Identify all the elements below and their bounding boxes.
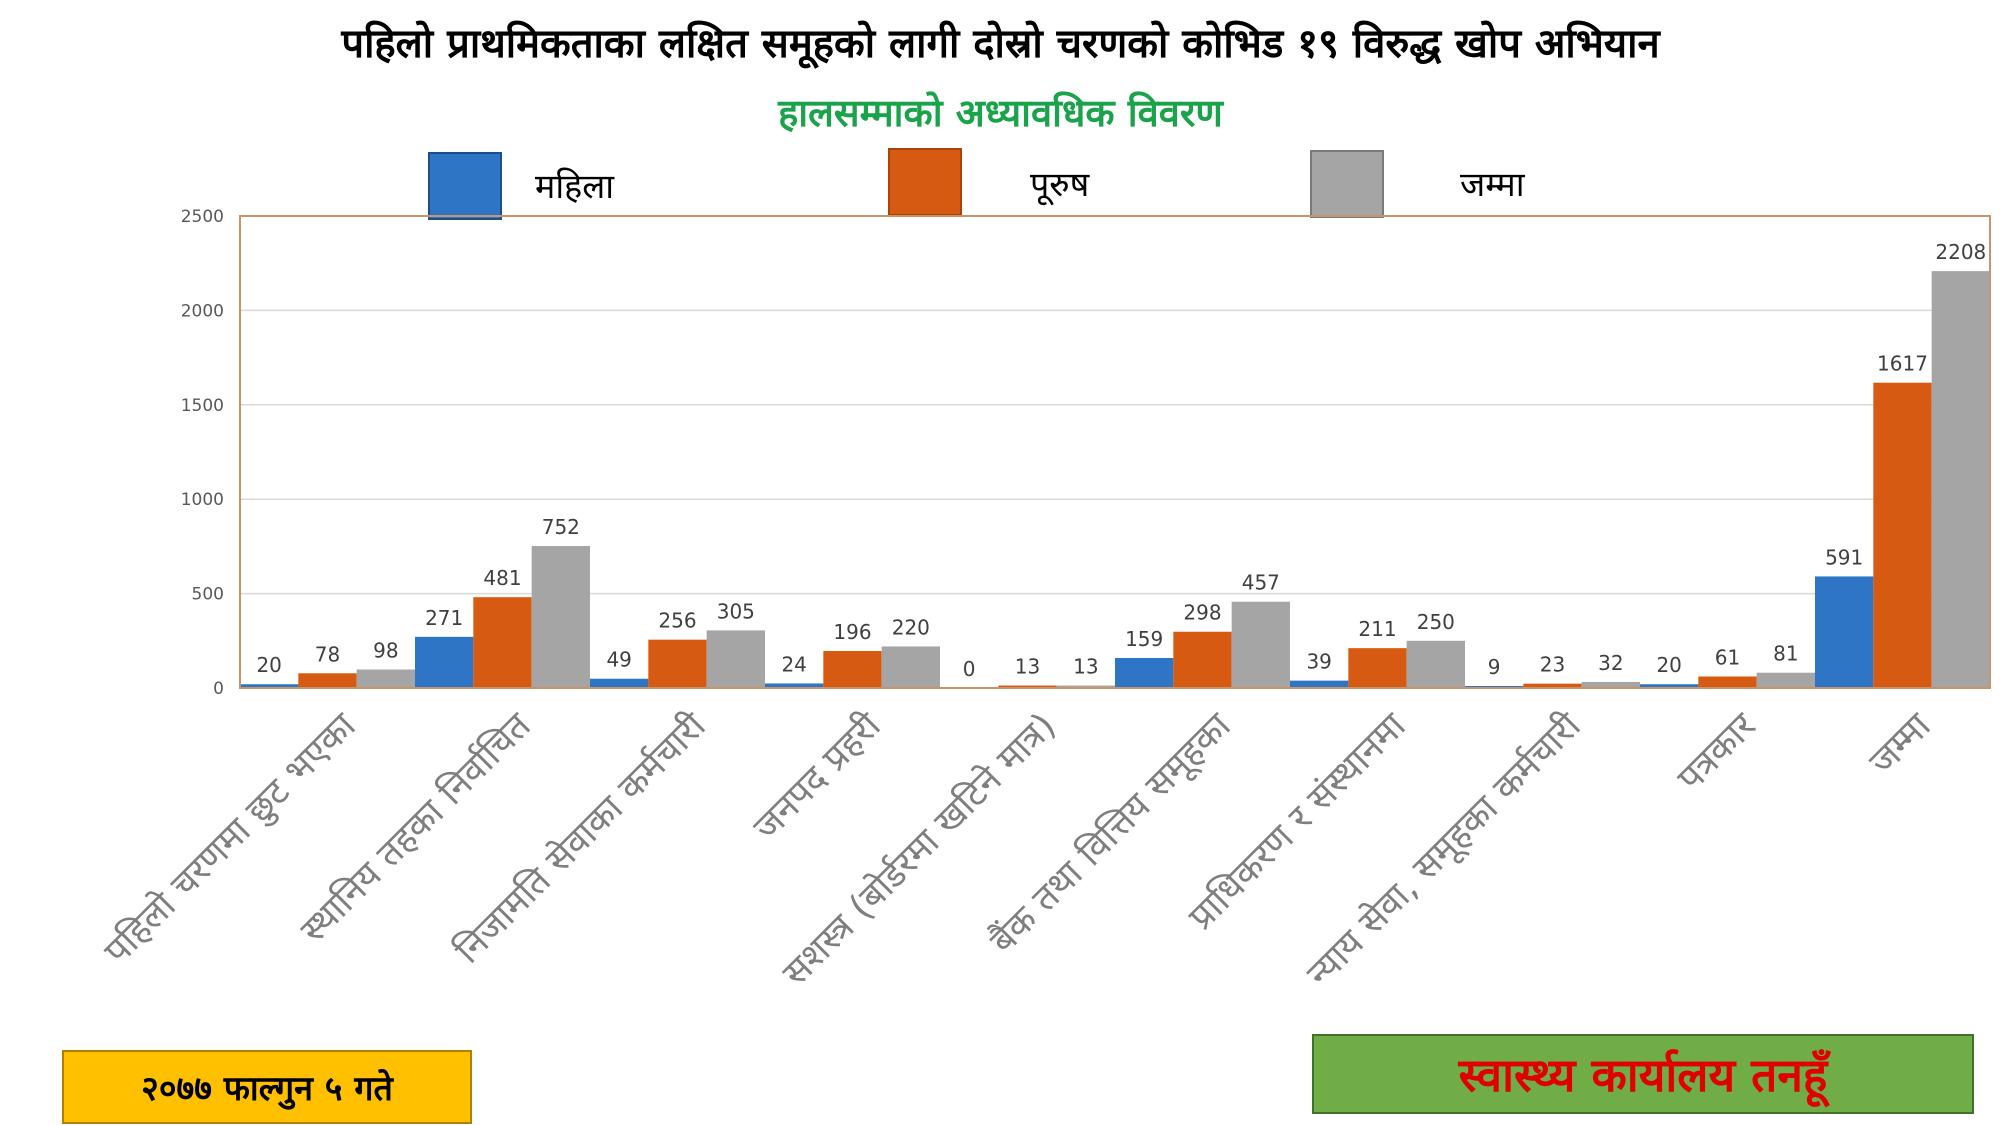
bar-total (531, 546, 590, 688)
date-badge: २०७७ फाल्गुन ५ गते (62, 1050, 472, 1124)
data-label-male: 78 (315, 642, 340, 666)
bar-female (765, 683, 824, 688)
y-axis: 0 500 1000 1500 2000 2500 (181, 207, 224, 699)
data-label-total: 32 (1598, 651, 1623, 675)
bars (240, 271, 1990, 688)
legend-label-female: महिला (535, 167, 615, 207)
bar-female (1290, 680, 1349, 688)
bar-male (298, 673, 357, 688)
legend-swatch-male (888, 148, 962, 216)
data-label-male: 23 (1540, 653, 1565, 677)
data-label-female: 24 (781, 652, 806, 676)
chart-subtitle: हालसम्माको अध्यावधिक विवरण (778, 91, 1223, 135)
bar-male (1523, 683, 1582, 688)
y-tick-label: 2500 (181, 207, 224, 227)
y-tick-label: 1000 (181, 490, 224, 510)
data-label-total: 98 (373, 638, 398, 662)
bar-total (1756, 672, 1815, 688)
bar-female (415, 636, 474, 688)
data-label-male: 481 (483, 566, 521, 590)
data-label-total: 250 (1417, 610, 1455, 634)
data-label-total: 2208 (1935, 240, 1986, 264)
data-label-female: 271 (425, 606, 463, 630)
x-axis: पहिलो चरणमा छुट भएकास्थानिय तहका निर्वाच… (96, 704, 1939, 996)
bar-total (1581, 681, 1640, 688)
bar-total (706, 630, 765, 688)
legend-label-male: पूरुष (1030, 165, 1090, 205)
data-label-total: 752 (542, 515, 580, 539)
data-label-male: 211 (1358, 617, 1396, 641)
data-label-female: 9 (1488, 655, 1501, 679)
data-label-female: 20 (256, 653, 281, 677)
data-label-female: 49 (606, 648, 631, 672)
data-label-male: 13 (1015, 655, 1040, 679)
bar-male (473, 597, 532, 688)
bar-male (648, 639, 707, 688)
plot-frame (239, 215, 1991, 689)
y-tick-label: 2000 (181, 301, 224, 321)
bar-female (240, 684, 299, 688)
data-label-male: 196 (833, 620, 871, 644)
bar-male (1698, 676, 1757, 688)
bar-total (881, 646, 940, 688)
y-tick-label: 0 (213, 679, 224, 699)
bar-total (356, 669, 415, 688)
data-label-male: 256 (658, 609, 696, 633)
category-label: जनपद प्रहरी (745, 704, 889, 848)
bar-total (1931, 271, 1990, 688)
bar-male (1348, 648, 1407, 688)
data-label-male: 1617 (1877, 352, 1928, 376)
data-label-total: 305 (717, 599, 755, 623)
chart-title: पहिलो प्राथमिकताका लक्षित समूहको लागी दो… (341, 21, 1660, 67)
data-label-total: 220 (892, 615, 930, 639)
bar-female (590, 678, 649, 688)
y-tick-label: 500 (192, 585, 224, 605)
data-labels: 20 78 98 271 481 752 49 256 305 24 196 220 0 13 13 159 2… (256, 240, 1986, 681)
data-label-female: 39 (1306, 650, 1331, 674)
y-tick-label: 1500 (181, 396, 224, 416)
category-label: पत्रकार (1670, 704, 1765, 799)
bar-male (1173, 631, 1232, 688)
bar-female (1115, 657, 1174, 688)
bar-total (1056, 685, 1115, 688)
bar-female (1640, 684, 1699, 688)
data-label-total: 13 (1073, 655, 1098, 679)
office-badge: स्वास्थ्य कार्यालय तनहूँ (1312, 1034, 1974, 1114)
data-label-female: 591 (1825, 545, 1863, 569)
data-label-total: 81 (1773, 642, 1798, 666)
bar-female (1815, 576, 1874, 688)
data-label-female: 159 (1125, 627, 1163, 651)
data-label-male: 298 (1183, 601, 1221, 625)
legend-label-total: जम्मा (1460, 165, 1525, 205)
bar-male (1873, 382, 1932, 688)
bar-total (1231, 601, 1290, 688)
data-label-female: 0 (963, 657, 976, 681)
data-label-total: 457 (1242, 571, 1280, 595)
bar-male (823, 650, 882, 688)
data-label-male: 61 (1715, 645, 1740, 669)
legend-swatch-female (428, 152, 502, 220)
bar-total (1406, 640, 1465, 688)
data-label-female: 20 (1656, 653, 1681, 677)
bar-male (998, 685, 1057, 688)
category-label: जम्मा (1862, 705, 1940, 783)
